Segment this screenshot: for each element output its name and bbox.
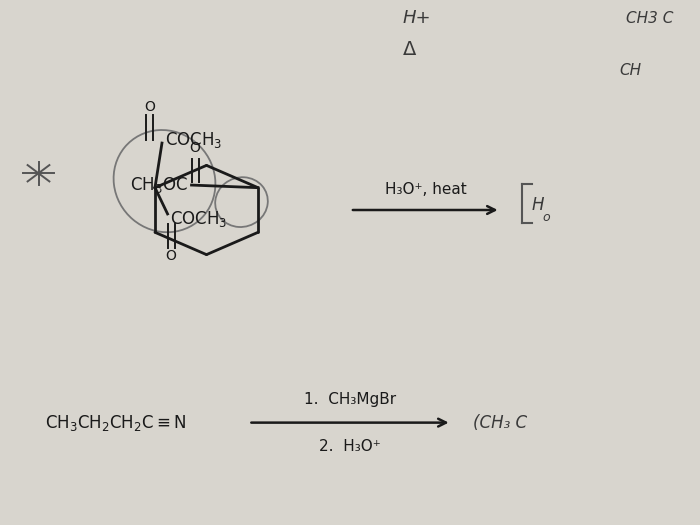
Text: CH: CH	[620, 64, 642, 78]
Text: $\mathregular{CH_3CH_2CH_2C{\equiv}N}$: $\mathregular{CH_3CH_2CH_2C{\equiv}N}$	[45, 413, 186, 433]
Text: O: O	[190, 141, 200, 155]
Text: 1.  CH₃MgBr: 1. CH₃MgBr	[304, 392, 396, 407]
Text: $\mathregular{COCH_3}$: $\mathregular{COCH_3}$	[169, 209, 227, 229]
Text: o: o	[542, 211, 550, 224]
Text: Δ: Δ	[402, 40, 416, 59]
Text: H+: H+	[402, 9, 430, 27]
Text: $\mathregular{CH_3OC}$: $\mathregular{CH_3OC}$	[130, 175, 188, 195]
Text: H₃O⁺, heat: H₃O⁺, heat	[385, 182, 466, 197]
Text: $\mathregular{COCH_3}$: $\mathregular{COCH_3}$	[165, 130, 223, 151]
Text: (CH₃ C: (CH₃ C	[473, 414, 526, 432]
Text: O: O	[144, 100, 155, 114]
Text: H: H	[532, 196, 545, 214]
Text: CH3 C: CH3 C	[626, 11, 674, 26]
Text: O: O	[166, 249, 176, 263]
Text: 2.  H₃O⁺: 2. H₃O⁺	[319, 439, 381, 455]
